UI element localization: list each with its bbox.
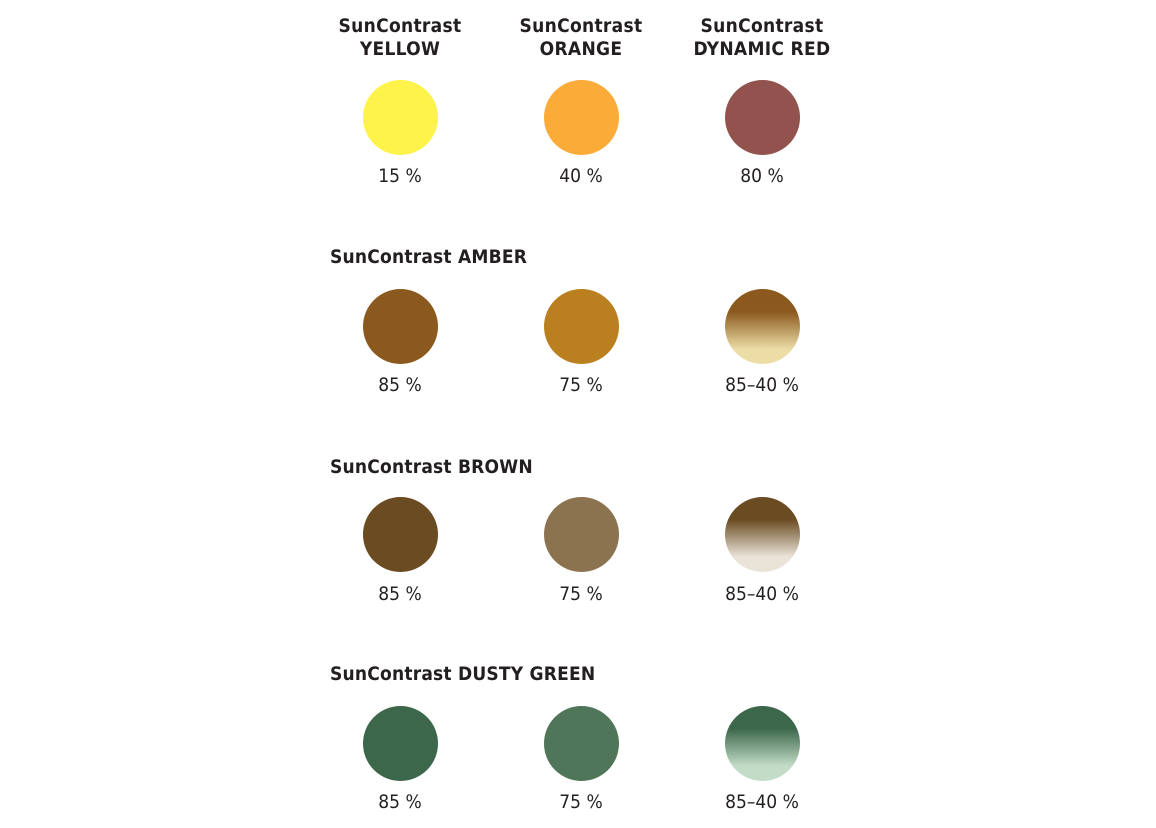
brown-75-percent: 75 % xyxy=(559,583,603,605)
dusty-green-gradient-percent: 85–40 % xyxy=(725,791,799,813)
dusty-green-section-title: SunContrast DUSTY GREEN xyxy=(330,663,596,685)
dusty-green-75-swatch xyxy=(543,706,619,781)
amber-75-swatch xyxy=(543,289,619,364)
dusty-green-75-percent: 75 % xyxy=(559,791,603,813)
amber-section-title: SunContrast AMBER xyxy=(330,246,528,268)
dusty-green-gradient-swatch xyxy=(724,706,800,781)
brown-section-title: SunContrast BROWN xyxy=(330,456,533,478)
yellow-percent: 15 % xyxy=(378,165,422,187)
dynamic-red-swatch xyxy=(724,80,800,155)
dynamic-red-percent: 80 % xyxy=(740,165,784,187)
brown-75-swatch xyxy=(543,497,619,572)
yellow-swatch xyxy=(362,80,438,155)
brown-gradient-percent: 85–40 % xyxy=(725,583,799,605)
amber-gradient-percent: 85–40 % xyxy=(725,374,799,396)
orange-swatch xyxy=(543,80,619,155)
dusty-green-85-swatch xyxy=(362,706,438,781)
amber-75-percent: 75 % xyxy=(559,374,603,396)
orange-percent: 40 % xyxy=(559,165,603,187)
amber-85-swatch xyxy=(362,289,438,364)
brown-85-swatch xyxy=(362,497,438,572)
amber-85-percent: 85 % xyxy=(378,374,422,396)
yellow-label: SunContrast YELLOW xyxy=(338,15,462,60)
brown-85-percent: 85 % xyxy=(378,583,422,605)
dusty-green-85-percent: 85 % xyxy=(378,791,422,813)
dynamic-red-label: SunContrast DYNAMIC RED xyxy=(693,15,831,60)
brown-gradient-swatch xyxy=(724,497,800,572)
orange-label: SunContrast ORANGE xyxy=(519,15,643,60)
amber-gradient-swatch xyxy=(724,289,800,364)
